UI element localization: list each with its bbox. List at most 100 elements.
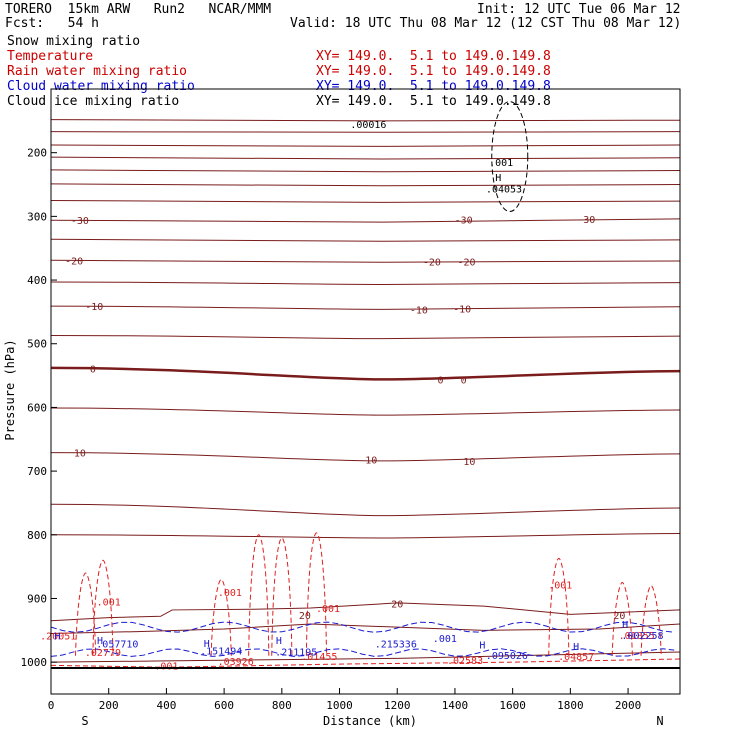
cloud-water-label-12: H — [479, 640, 485, 651]
ice-label-3: .04053 — [486, 184, 522, 195]
y-tick-label-4: 600 — [27, 401, 47, 414]
y-tick-label-5: 700 — [27, 465, 47, 478]
temperature-contour-6 — [50, 199, 681, 203]
rain-contour-5 — [305, 532, 328, 656]
x-end-label-south: S — [81, 714, 88, 728]
cloud-water-label-3: .211195 — [275, 647, 317, 658]
temperature-contour-7 — [50, 218, 681, 223]
temperature-label-15: 20 — [299, 611, 311, 622]
temperature-contour-8 — [50, 238, 681, 242]
temperature-label-1: -30 — [455, 216, 473, 227]
x-tick-label-9: 1800 — [557, 699, 584, 712]
cloud-water-label-7: .002258 — [621, 631, 663, 642]
legend-temperature-xy: XY= 149.0. 5.1 to 149.0.149.8 — [316, 49, 551, 64]
cloud-water-label-4: .215336 — [375, 640, 417, 651]
rain-label-5: .02779 — [85, 648, 121, 659]
temperature-contour-11 — [50, 305, 681, 310]
rain-label-1: .001 — [218, 588, 242, 599]
y-tick-label-7: 900 — [27, 592, 47, 605]
temperature-contour-low-2 — [50, 651, 681, 663]
x-tick-label-10: 2000 — [615, 699, 642, 712]
temperature-label-10: 0 — [438, 375, 444, 386]
rain-label-4: .20051 — [40, 631, 76, 642]
temperature-label-0: -30 — [71, 216, 89, 227]
y-tick-label-1: 300 — [27, 210, 47, 223]
ice-contour — [491, 101, 529, 213]
temperature-contours — [50, 119, 681, 663]
y-tick-label-2: 400 — [27, 274, 47, 287]
ice-label-0: .00016 — [350, 120, 386, 131]
cloud-water-label-9: H — [97, 636, 103, 647]
y-tick-label-6: 800 — [27, 529, 47, 542]
temperature-contour-12 — [50, 334, 681, 340]
temperature-label-17: 20 — [613, 611, 625, 622]
temperature-contour-5 — [50, 183, 681, 187]
rain-contour-4 — [271, 537, 293, 656]
temperature-label-2: -30 — [577, 215, 595, 226]
y-tick-label-8: 1000 — [21, 656, 48, 669]
forecast-hour: Fcst: 54 h — [5, 16, 99, 31]
rain-label-0: .001 — [97, 598, 121, 609]
y-tick-label-3: 500 — [27, 338, 47, 351]
cloud-water-label-1: .057710 — [96, 640, 138, 651]
plot-frame — [50, 88, 681, 695]
rain-label-11: .001 — [154, 661, 178, 672]
temperature-contour-17 — [50, 533, 681, 539]
x-tick-label-0: 0 — [48, 699, 55, 712]
x-tick-label-6: 1200 — [384, 699, 411, 712]
legend-cloud-water: Cloud water mixing ratio — [7, 79, 195, 94]
temperature-contour-low-1 — [50, 623, 681, 634]
cloud-water-label-2: .151494 — [200, 647, 242, 658]
temperature-label-16: 20 — [391, 600, 403, 611]
temperature-label-12: 10 — [74, 449, 86, 460]
y-axis-label: Pressure (hPa) — [3, 339, 17, 440]
temperature-contour-3 — [50, 156, 681, 160]
rain-contour-7 — [611, 582, 633, 656]
temperature-contour-low-0 — [50, 602, 681, 622]
temperature-contour-1 — [50, 131, 681, 133]
rain-label-9: .04857 — [558, 652, 594, 663]
temperature-contour-14 — [50, 407, 681, 416]
rain-label-7: .01455 — [301, 652, 337, 663]
temperature-label-11: 0 — [461, 375, 467, 386]
temperature-contour-15 — [50, 452, 681, 462]
temperature-label-3: -20 — [65, 256, 83, 267]
rain-label-8: .02583 — [447, 656, 483, 667]
temperature-label-8: -10 — [453, 305, 471, 316]
rain-contour-0 — [75, 572, 97, 656]
temperature-contour-0 — [50, 119, 681, 122]
temperature-contour-16 — [50, 503, 681, 517]
model-title: TORERO 15km ARW Run2 NCAR/MMM — [5, 2, 272, 17]
cloud-water-contours — [50, 621, 675, 657]
axes: 0 200 400 600 800 1000 1200 1400 1600 1800 2000200… — [21, 147, 642, 712]
cloud-water-label-13: H — [622, 620, 628, 631]
x-tick-label-5: 1000 — [326, 699, 353, 712]
x-end-label-north: N — [656, 714, 663, 728]
temperature-contour-2 — [50, 144, 681, 147]
temperature-label-9: 0 — [90, 365, 96, 376]
x-tick-label-1: 200 — [99, 699, 119, 712]
ice-contours — [491, 101, 529, 213]
rain-contour-1 — [92, 559, 114, 656]
temperature-label-5: -20 — [457, 258, 475, 269]
x-tick-label-2: 400 — [156, 699, 176, 712]
rain-label-10: .01855 — [619, 631, 655, 642]
rain-contours — [50, 532, 681, 668]
legend-snow: Snow mixing ratio — [7, 34, 141, 49]
legend-temperature: Temperature — [7, 49, 94, 64]
cloud-water-label-5: H — [573, 642, 579, 653]
legend-rain-xy: XY= 149.0. 5.1 to 149.0.149.8 — [316, 64, 551, 79]
x-tick-label-8: 1600 — [499, 699, 526, 712]
valid-time: Valid: 18 UTC Thu 08 Mar 12 (12 CST Thu … — [290, 16, 682, 31]
temperature-contour-4 — [50, 169, 681, 173]
cloud-water-label-10: H — [204, 639, 210, 650]
rain-contour-6 — [548, 557, 570, 656]
temperature-label-6: -10 — [85, 302, 103, 313]
cloud-water-label-0: H — [54, 631, 60, 642]
y-tick-label-0: 200 — [27, 147, 47, 160]
rain-label-2: .001 — [316, 604, 340, 615]
cloud-water-label-11: H — [276, 636, 282, 647]
temperature-label-14: 10 — [463, 457, 475, 468]
x-tick-label-3: 600 — [214, 699, 234, 712]
